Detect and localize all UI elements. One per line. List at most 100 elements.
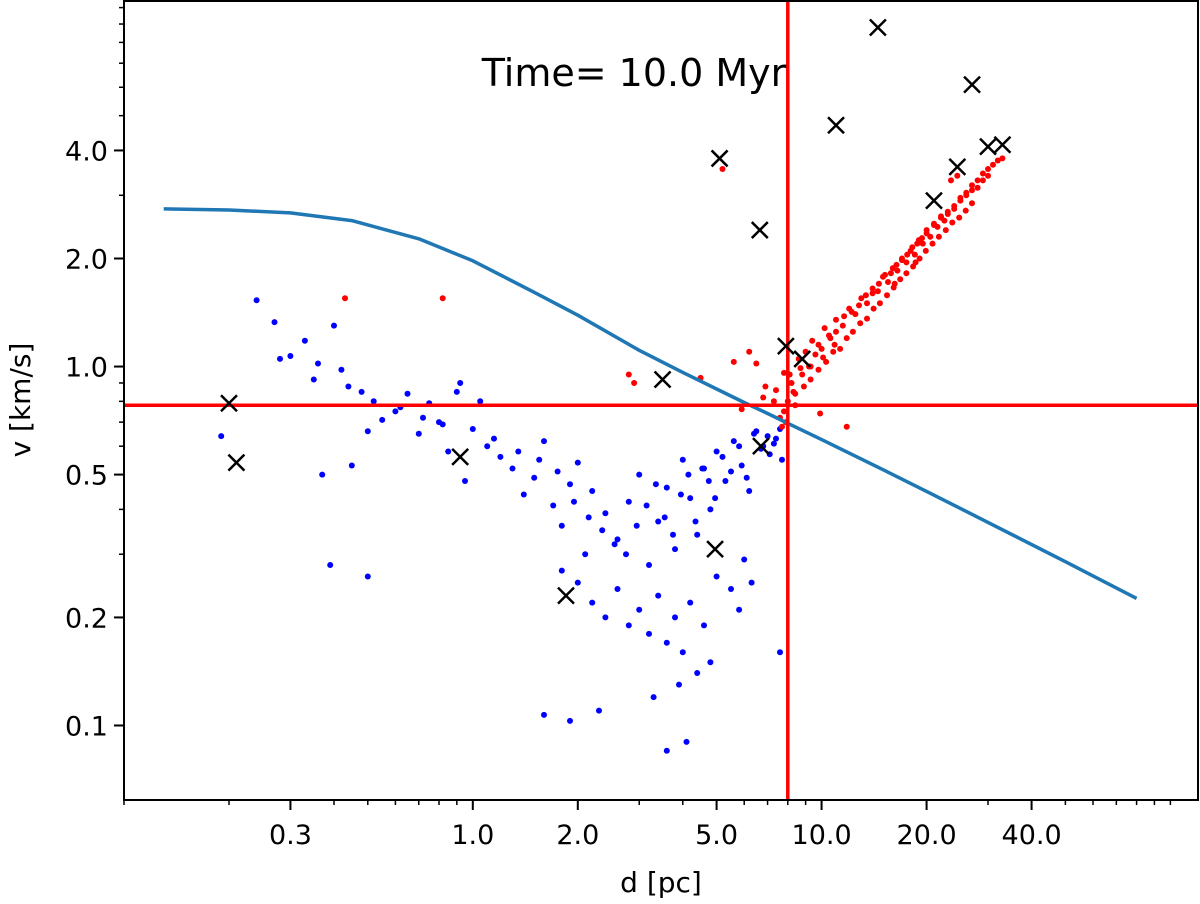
unbound-star-point: [843, 423, 850, 430]
bound-star-point: [779, 456, 785, 463]
bound-star-point: [515, 448, 522, 455]
bound-star-point: [633, 522, 640, 529]
unbound-star-point: [962, 207, 969, 214]
bound-star-point: [650, 694, 657, 701]
unbound-star-point: [999, 155, 1006, 162]
bound-star-point: [327, 562, 334, 568]
bound-star-point: [287, 353, 294, 359]
unbound-star-point: [979, 177, 986, 184]
bound-star-point: [567, 717, 573, 724]
unbound-star-point: [779, 423, 785, 430]
unbound-star-point: [858, 295, 865, 302]
unbound-star-point: [807, 376, 814, 383]
plot-frame: [123, 0, 1199, 801]
x-marker: [752, 437, 770, 456]
bound-star-point: [670, 531, 676, 538]
unbound-star-point: [885, 279, 891, 285]
unbound-star-point: [911, 251, 918, 258]
unbound-star-point: [891, 280, 898, 287]
x-tick-label: 10.0: [792, 820, 852, 851]
axis-ticks: 0.3 1.0 2.0 5.0 10.0 20.0 40.0 0.1 0.2 0.5 1.0 2.0 4…: [65, 6, 1172, 851]
x-marker: [793, 350, 812, 368]
unbound-star-point: [942, 227, 949, 234]
unbound-star-point: [903, 259, 910, 266]
unbound-star-point: [818, 345, 825, 352]
unbound-star-point: [990, 161, 996, 168]
unbound-star-point: [770, 398, 777, 405]
unbound-star-point: [869, 290, 876, 297]
bound-star-point: [646, 562, 652, 568]
bound-star-point: [602, 614, 609, 621]
bound-star-point: [738, 462, 745, 469]
bound-star-point: [683, 738, 690, 745]
bound-star-point: [571, 498, 577, 505]
unbound-star-point: [781, 369, 787, 376]
unbound-star-point: [781, 408, 787, 415]
unbound-star-point: [719, 166, 726, 172]
bound-star-point: [310, 376, 317, 383]
bound-star-point: [701, 622, 707, 629]
escape-velocity-curve: [163, 207, 1138, 600]
unbound-star-point: [887, 270, 894, 277]
bound-star-point: [694, 531, 701, 538]
unbound-star-point: [753, 360, 760, 367]
bound-star-point: [736, 606, 743, 613]
bound-star-point: [602, 510, 609, 517]
unbound-star-point: [631, 380, 638, 386]
bound-star-point: [484, 443, 491, 450]
x-marker: [963, 75, 981, 94]
bound-star-point: [672, 614, 678, 621]
unbound-star-point: [797, 365, 804, 372]
x-marker: [979, 137, 997, 156]
unbound-star-point: [738, 406, 745, 413]
bound-star-point: [315, 360, 321, 367]
bound-star-point: [469, 426, 476, 432]
y-tick-label: 0.1: [65, 711, 108, 742]
bound-star-point: [679, 649, 686, 656]
unbound-star-point: [826, 332, 832, 339]
x-tick-label: 0.3: [269, 820, 312, 851]
unbound-star-point: [904, 251, 911, 258]
bound-star-point: [331, 322, 337, 329]
unbound-star-point: [929, 240, 936, 247]
unbound-star-point: [730, 358, 737, 365]
unbound-star-point: [912, 259, 919, 266]
bound-star-point: [541, 438, 547, 445]
unbound-star-point: [948, 177, 954, 184]
bound-star-point: [743, 474, 750, 481]
bound-star-point: [719, 453, 726, 460]
y-tick-label: 0.2: [65, 603, 108, 634]
bound-star-point: [596, 707, 602, 714]
bound-star-point: [741, 556, 748, 563]
bound-star-point: [558, 567, 565, 574]
unbound-star-point: [839, 322, 846, 329]
unbound-star-point: [985, 172, 991, 179]
bound-star-point: [541, 711, 547, 718]
bound-star-point: [348, 462, 355, 469]
y-tick-label: 4.0: [65, 136, 108, 167]
x-marker: [827, 116, 845, 135]
bound-star-point: [599, 527, 606, 534]
unbound-star-point: [760, 394, 767, 401]
x-marker: [557, 586, 575, 605]
unbound-star-point: [894, 267, 901, 274]
bound-star-point: [589, 488, 596, 494]
bound-star-point: [636, 606, 643, 613]
y-tick-label: 0.5: [65, 461, 108, 492]
bound-star-point: [679, 456, 686, 463]
unbound-star-point: [843, 335, 850, 342]
bound-star-point: [585, 514, 592, 521]
bound-star-point: [345, 383, 352, 390]
bound-star-point: [625, 622, 632, 629]
unbound-star-point: [831, 341, 838, 348]
bound-star-point: [420, 414, 426, 421]
unbound-star-point: [994, 157, 1001, 164]
unbound-star-point: [792, 390, 799, 397]
unbound-star-point: [862, 292, 869, 299]
bound-star-point: [614, 536, 621, 543]
bound-star-point: [358, 388, 365, 395]
bound-star-point: [497, 453, 504, 460]
bound-star-point: [770, 440, 777, 447]
unbound-star-point: [788, 380, 795, 386]
